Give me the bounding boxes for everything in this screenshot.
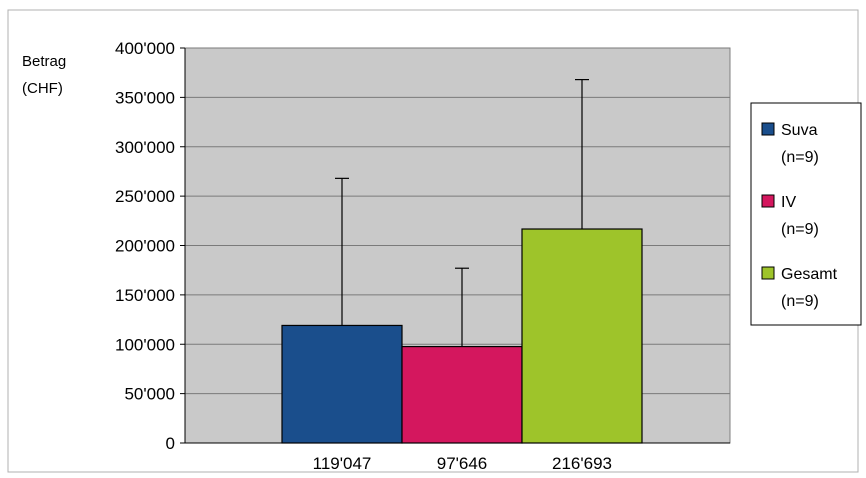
y-tick-label: 0: [166, 434, 175, 453]
legend-swatch-suva: [761, 122, 775, 136]
error-bars: [335, 78, 589, 347]
legend-swatch-iv: [761, 194, 775, 208]
x-tick-label: 216'693: [552, 454, 612, 473]
legend-sublabel: (n=9): [781, 293, 819, 310]
y-tick-label: 200'000: [115, 237, 175, 256]
y-axis-label-line-1: Betrag: [22, 53, 66, 70]
legend: Suva (n=9) IV (n=9) Gesamt (n=9): [761, 122, 838, 310]
y-axis-label-line-2: (CHF): [22, 80, 63, 97]
bars: [281, 228, 643, 444]
bar-suva: [281, 324, 403, 444]
legend-label: IV: [781, 194, 796, 211]
legend-swatch-gesamt: [761, 266, 775, 280]
y-tick-label: 400'000: [115, 39, 175, 58]
legend-label: Gesamt: [781, 266, 838, 283]
x-tick-label: 119'047: [313, 454, 372, 473]
y-tick-label: 250'000: [115, 187, 175, 206]
y-tick-label: 300'000: [115, 138, 175, 157]
y-tick-label: 50'000: [124, 385, 175, 404]
y-tick-label: 350'000: [115, 88, 175, 107]
legend-label: Suva: [781, 122, 818, 139]
legend-sublabel: (n=9): [781, 221, 819, 238]
x-tick-labels: 119'047 97'646 216'693: [313, 454, 612, 473]
legend-box: [750, 102, 862, 326]
y-tick-labels: 0 50'000 100'000 150'000 200'000 250'000 300'0…: [115, 39, 175, 453]
legend-sublabel: (n=9): [781, 149, 819, 166]
bar-iv: [401, 345, 523, 444]
bar-gesamt: [521, 228, 643, 444]
y-tick-label: 100'000: [115, 335, 175, 354]
x-tick-label: 97'646: [437, 454, 488, 473]
y-tick-label: 150'000: [115, 286, 175, 305]
